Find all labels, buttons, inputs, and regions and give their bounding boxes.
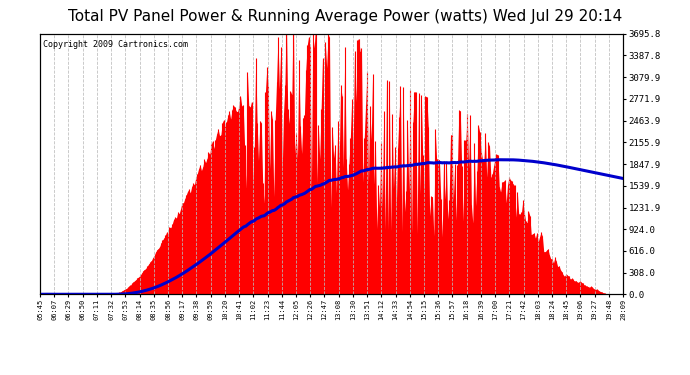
Text: Total PV Panel Power & Running Average Power (watts) Wed Jul 29 20:14: Total PV Panel Power & Running Average P… xyxy=(68,9,622,24)
Text: Copyright 2009 Cartronics.com: Copyright 2009 Cartronics.com xyxy=(43,40,188,49)
